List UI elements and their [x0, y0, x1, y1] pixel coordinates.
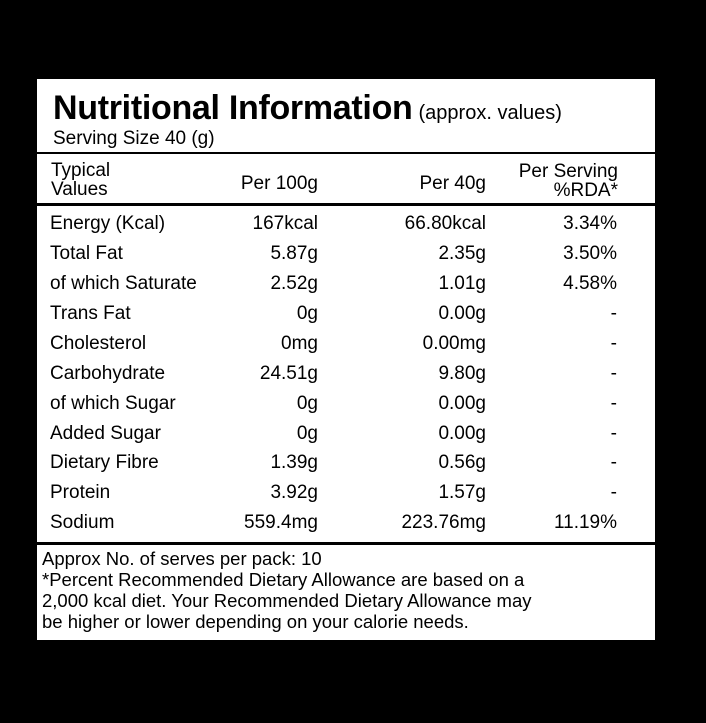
value-rda: -: [610, 482, 617, 503]
value-per-40g: 9.80g: [438, 363, 486, 384]
value-per-40g: 0.00g: [438, 423, 486, 444]
value-per-100g: 3.92g: [270, 482, 318, 503]
value-rda: 3.50%: [563, 243, 617, 264]
value-per-40g: 1.57g: [438, 482, 486, 503]
value-per-40g: 2.35g: [438, 243, 486, 264]
header-rda: Per Serving %RDA*: [519, 162, 618, 200]
value-per-100g: 167kcal: [252, 213, 319, 234]
divider-header: [37, 203, 655, 206]
value-rda: -: [610, 423, 617, 444]
value-per-100g: 559.4mg: [244, 512, 318, 533]
value-per-40g: 0.00mg: [422, 333, 486, 354]
nutrient-name: Cholesterol: [50, 333, 147, 354]
nutrient-name: Energy (Kcal): [50, 213, 166, 234]
header-per-100g: Per 100g: [240, 173, 318, 194]
title-line: Nutritional Information (approx. values): [53, 89, 643, 134]
table-row: Trans Fat 0g 0.00g -: [37, 299, 655, 329]
table-row: Protein 3.92g 1.57g -: [37, 478, 655, 508]
value-per-100g: 5.87g: [270, 243, 318, 264]
rda-note-line: 2,000 kcal diet. Your Recommended Dietar…: [42, 590, 532, 611]
value-per-100g: 1.39g: [270, 452, 318, 473]
serving-size: Serving Size 40 (g): [53, 128, 215, 149]
rda-note-line: be higher or lower depending on your cal…: [42, 611, 469, 632]
value-rda: -: [610, 333, 617, 354]
nutrition-label: Nutritional Information (approx. values) …: [37, 79, 655, 640]
label-header: Nutritional Information (approx. values) …: [53, 89, 643, 150]
nutrient-name: Total Fat: [50, 243, 123, 264]
header-typical-values: Typical Values: [51, 161, 110, 199]
nutrient-name: Dietary Fibre: [50, 452, 159, 473]
value-per-100g: 0g: [296, 393, 318, 414]
value-per-40g: 1.01g: [438, 273, 486, 294]
title-note: (approx. values): [418, 102, 562, 124]
nutrient-name: Trans Fat: [50, 303, 131, 324]
nutrient-name: of which Saturate: [50, 273, 197, 294]
label-footer: Approx No. of serves per pack: 10 *Perce…: [42, 548, 647, 632]
nutrient-name: of which Sugar: [50, 393, 176, 414]
value-rda: -: [610, 452, 617, 473]
divider-footer: [37, 542, 655, 545]
value-rda: -: [610, 393, 617, 414]
table-row: Added Sugar 0g 0.00g -: [37, 419, 655, 449]
label-title: Nutritional Information: [53, 89, 413, 127]
table-row: Carbohydrate 24.51g 9.80g -: [37, 359, 655, 389]
value-per-100g: 0g: [296, 303, 318, 324]
table-row: Dietary Fibre 1.39g 0.56g -: [37, 448, 655, 478]
value-rda: -: [610, 303, 617, 324]
value-per-40g: 223.76mg: [401, 512, 486, 533]
nutrient-name: Protein: [50, 482, 111, 503]
value-rda: 3.34%: [563, 213, 617, 234]
value-per-40g: 0.00g: [438, 303, 486, 324]
value-per-100g: 24.51g: [259, 363, 318, 384]
value-per-40g: 0.00g: [438, 393, 486, 414]
nutrient-name: Sodium: [50, 512, 115, 533]
value-rda: 4.58%: [563, 273, 617, 294]
serves-per-pack: Approx No. of serves per pack: 10: [42, 548, 322, 569]
nutrient-name: Carbohydrate: [50, 363, 166, 384]
table-row: of which Sugar 0g 0.00g -: [37, 389, 655, 419]
value-rda: 11.19%: [553, 512, 617, 533]
table-row: Total Fat 5.87g 2.35g 3.50%: [37, 239, 655, 269]
table-row: Sodium 559.4mg 223.76mg 11.19%: [37, 508, 655, 538]
header-rda-line1: Per Serving: [518, 161, 618, 182]
table-row: Energy (Kcal) 167kcal 66.80kcal 3.34%: [37, 209, 655, 239]
table-row: Cholesterol 0mg 0.00mg -: [37, 329, 655, 359]
divider-top: [37, 152, 655, 154]
value-per-100g: 0g: [296, 423, 318, 444]
table-row: of which Saturate 2.52g 1.01g 4.58%: [37, 269, 655, 299]
header-typical-line1: Typical: [51, 160, 111, 181]
value-per-100g: 2.52g: [270, 273, 318, 294]
rda-note-line: *Percent Recommended Dietary Allowance a…: [42, 569, 525, 590]
header-rda-line2: %RDA*: [553, 180, 618, 201]
value-rda: -: [610, 363, 617, 384]
value-per-100g: 0mg: [281, 333, 318, 354]
header-per-40g: Per 40g: [419, 173, 486, 194]
value-per-40g: 0.56g: [438, 452, 486, 473]
nutrient-name: Added Sugar: [50, 423, 161, 444]
value-per-40g: 66.80kcal: [404, 213, 486, 234]
header-typical-line2: Values: [51, 179, 108, 200]
